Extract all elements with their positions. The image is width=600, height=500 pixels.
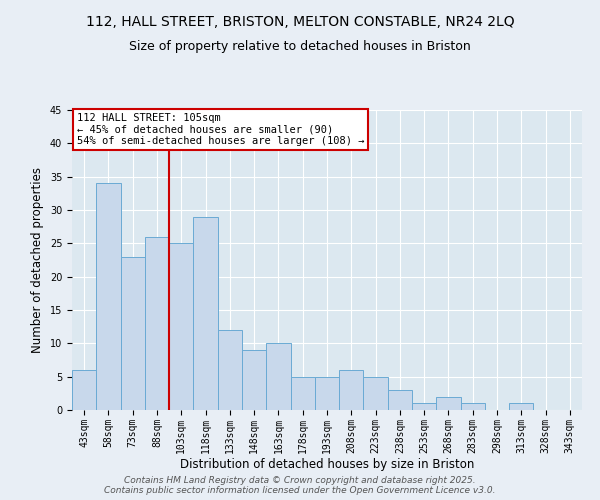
Bar: [290, 376, 315, 410]
Bar: [242, 350, 266, 410]
Text: Size of property relative to detached houses in Briston: Size of property relative to detached ho…: [129, 40, 471, 53]
Bar: [364, 376, 388, 410]
Bar: [388, 390, 412, 410]
Bar: [145, 236, 169, 410]
Bar: [169, 244, 193, 410]
Bar: [436, 396, 461, 410]
Bar: [461, 404, 485, 410]
Bar: [96, 184, 121, 410]
Bar: [266, 344, 290, 410]
Bar: [72, 370, 96, 410]
Y-axis label: Number of detached properties: Number of detached properties: [31, 167, 44, 353]
Text: 112, HALL STREET, BRISTON, MELTON CONSTABLE, NR24 2LQ: 112, HALL STREET, BRISTON, MELTON CONSTA…: [86, 15, 514, 29]
Bar: [218, 330, 242, 410]
X-axis label: Distribution of detached houses by size in Briston: Distribution of detached houses by size …: [180, 458, 474, 471]
Bar: [315, 376, 339, 410]
Bar: [193, 216, 218, 410]
Text: Contains HM Land Registry data © Crown copyright and database right 2025.
Contai: Contains HM Land Registry data © Crown c…: [104, 476, 496, 495]
Text: 112 HALL STREET: 105sqm
← 45% of detached houses are smaller (90)
54% of semi-de: 112 HALL STREET: 105sqm ← 45% of detache…: [77, 113, 365, 146]
Bar: [339, 370, 364, 410]
Bar: [412, 404, 436, 410]
Bar: [121, 256, 145, 410]
Bar: [509, 404, 533, 410]
